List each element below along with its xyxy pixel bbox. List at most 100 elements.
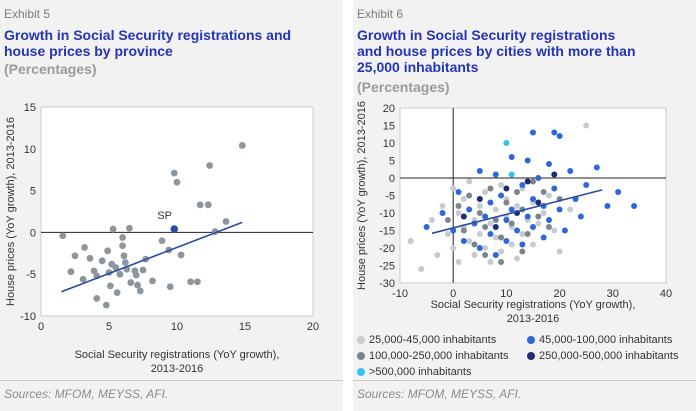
data-point	[503, 199, 510, 206]
sources-note: Sources: MFOM, MEYSS, AFI.	[357, 387, 522, 401]
data-point	[102, 301, 110, 309]
data-point	[106, 282, 114, 290]
data-point	[439, 203, 446, 209]
y-axis-label: House prices (YoY growth), 2013-2016	[356, 101, 368, 290]
data-point	[112, 264, 120, 271]
legend-item: 250,000-500,000 inhabitants	[527, 350, 678, 362]
y-tick-label: -30	[379, 278, 395, 290]
x-axis-label: Social Security registrations (YoY growt…	[431, 299, 636, 311]
data-point	[551, 227, 558, 234]
data-point	[460, 238, 467, 244]
data-point	[471, 252, 478, 258]
data-point	[567, 168, 574, 174]
chart-title-line2: and house prices by cities with more tha…	[357, 43, 636, 59]
x-axis-label: 2013-2016	[507, 313, 560, 325]
y-tick-label: -5	[26, 269, 36, 281]
y-tick-label: -5	[385, 191, 395, 203]
data-point	[120, 252, 128, 260]
chart-title: Growth in Social Security registrations …	[357, 27, 636, 75]
scatter-chart-right: -10 0 10 20 30 40 -30 -25 -20 -15 -10 -5 0 5 10 15 20 Hou…	[356, 101, 672, 325]
data-point	[498, 248, 505, 255]
data-point	[503, 140, 510, 146]
data-point	[71, 252, 79, 260]
data-point	[615, 189, 622, 195]
data-point	[238, 142, 246, 149]
data-point	[482, 252, 489, 258]
data-point	[204, 201, 212, 209]
data-point	[119, 234, 126, 241]
data-point	[514, 227, 521, 234]
data-point	[498, 182, 505, 188]
data-point	[530, 224, 536, 230]
data-point	[460, 227, 467, 234]
x-tick-label: 20	[307, 321, 319, 333]
data-point	[556, 133, 563, 139]
data-point	[59, 232, 67, 240]
data-point	[466, 178, 473, 185]
data-point	[466, 206, 473, 213]
legend-item: 25,000-45,000 inhabitants	[357, 334, 496, 346]
data-point	[196, 201, 204, 209]
highlight-point-sp	[170, 225, 179, 233]
data-point	[561, 227, 568, 234]
data-point	[444, 231, 451, 237]
data-point	[540, 210, 547, 216]
data-point	[545, 217, 552, 223]
data-point	[508, 154, 515, 160]
data-point	[476, 168, 483, 174]
x-tick-label: -10	[392, 288, 408, 300]
y-tick-label: -25	[379, 261, 395, 273]
data-point	[540, 189, 547, 195]
data-point	[514, 255, 521, 262]
data-point	[67, 268, 75, 276]
data-point	[455, 189, 462, 195]
chart-title-line1: Growth in Social Security registrations	[357, 27, 616, 43]
data-point	[492, 224, 499, 230]
data-point	[492, 206, 499, 213]
plot-area	[40, 106, 314, 317]
data-point	[132, 271, 140, 279]
y-tick-label: 10	[24, 144, 36, 156]
data-point	[519, 241, 526, 248]
data-point	[98, 257, 106, 265]
y-tick-label: 0	[389, 173, 395, 185]
data-point	[593, 164, 600, 171]
x-tick-label: 10	[500, 288, 512, 300]
scatter-chart-left: 0 5 10 15 20 -10 -5 0 5 10 15 House prices (YoY gro…	[5, 102, 319, 375]
data-point	[508, 206, 515, 213]
chart-title-line2: house prices by province	[4, 43, 173, 59]
data-point	[476, 231, 483, 237]
x-axis-label: 2013-2016	[151, 363, 204, 375]
data-point	[530, 178, 536, 185]
data-point	[121, 259, 129, 266]
data-point	[482, 224, 489, 230]
data-point	[93, 295, 101, 302]
data-point	[170, 169, 178, 177]
data-point	[524, 213, 531, 220]
data-point	[79, 275, 87, 283]
data-point	[450, 245, 457, 251]
legend-swatch	[357, 336, 365, 344]
data-point	[482, 245, 489, 251]
highlight-label: SP	[157, 210, 172, 222]
data-point	[556, 248, 563, 255]
data-point	[492, 217, 499, 223]
data-point	[455, 210, 462, 216]
data-point	[535, 213, 542, 220]
data-point	[113, 289, 121, 296]
x-tick-label: 10	[171, 321, 183, 333]
chart-title-line1: Growth in Social Security registrations …	[4, 27, 292, 43]
chart-subtitle: (Percentages)	[357, 79, 450, 95]
data-point	[508, 241, 515, 248]
x-tick-label: 40	[660, 288, 672, 300]
data-point	[428, 217, 435, 223]
data-point	[134, 281, 141, 289]
data-point	[487, 231, 494, 237]
legend-label: 25,000-45,000 inhabitants	[369, 334, 497, 346]
y-tick-label: -20	[379, 243, 395, 255]
data-point	[455, 259, 462, 265]
data-point	[498, 259, 505, 265]
x-tick-label: 5	[106, 321, 112, 333]
data-point	[540, 234, 547, 241]
data-point	[194, 278, 201, 286]
